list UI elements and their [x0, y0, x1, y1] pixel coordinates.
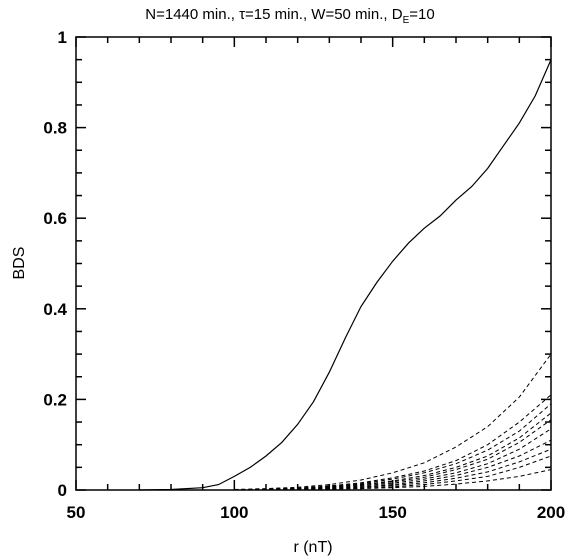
- x-tick-label: 100: [220, 503, 248, 522]
- y-tick-label: 0.2: [43, 390, 67, 409]
- series-line-dashed-1: [234, 353, 552, 490]
- series-line-dashed-5: [234, 419, 552, 491]
- y-tick-label: 0.4: [43, 300, 67, 319]
- x-axis-label: r (nT): [293, 539, 332, 556]
- series-line-solid: [139, 59, 552, 491]
- x-tick-label: 200: [537, 503, 565, 522]
- y-tick-label: 0.6: [43, 209, 67, 228]
- y-tick-label: 0: [58, 481, 67, 500]
- x-tick-label: 50: [67, 503, 86, 522]
- x-tick-label: 150: [378, 503, 406, 522]
- chart-title-subscript: E: [403, 15, 410, 26]
- chart-title: N=1440 min., τ=15 min., W=50 min., DE=10: [145, 6, 434, 26]
- chart-title-suffix: =10: [409, 6, 434, 23]
- y-tick-label: 1: [58, 28, 67, 47]
- plot-frame: [75, 36, 552, 491]
- y-axis-label: BDS: [11, 247, 28, 280]
- y-tick-label: 0.8: [43, 119, 67, 138]
